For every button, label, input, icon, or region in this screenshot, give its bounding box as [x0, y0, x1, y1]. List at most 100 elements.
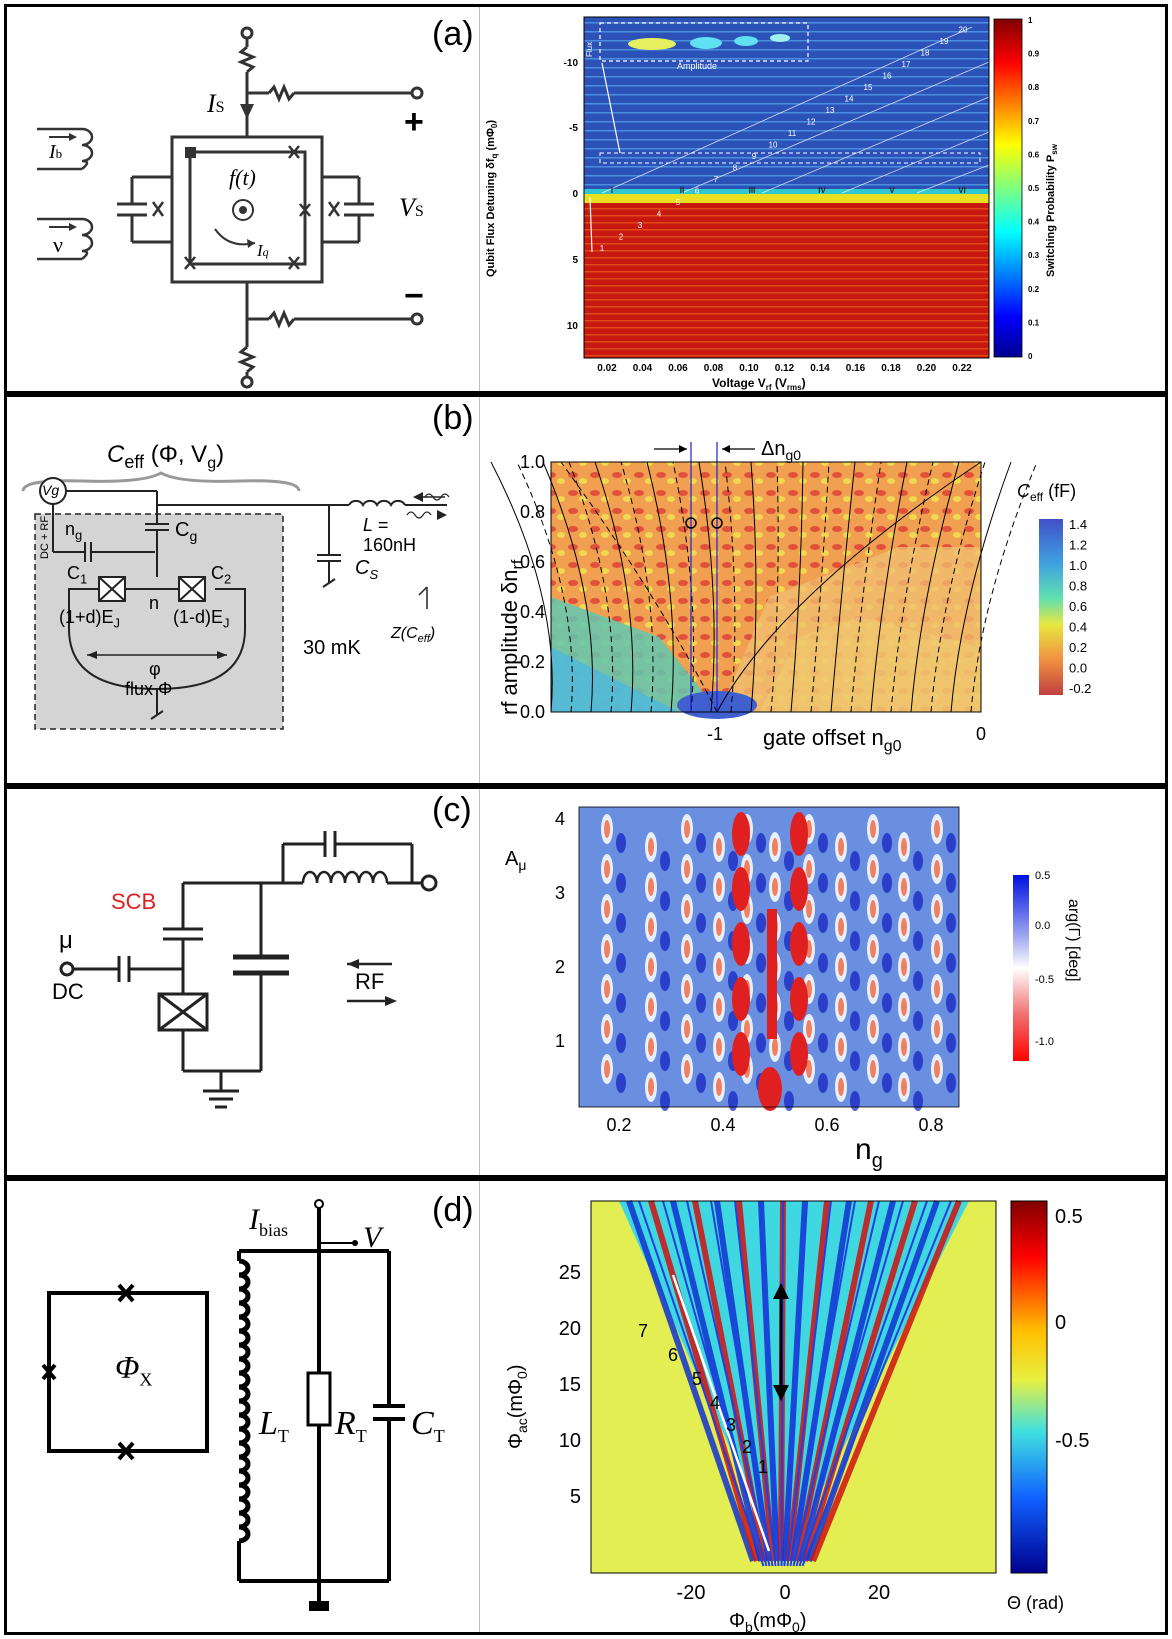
label-nu: ν — [53, 232, 63, 257]
c-blob — [850, 931, 860, 951]
heatmap-a: Flux Amplitude I II III IV V VI 1234567891011… — [564, 16, 1059, 391]
a-order-label: 11 — [788, 129, 797, 138]
label-is: IS — [207, 89, 225, 118]
a-xtick: 0.10 — [739, 363, 759, 374]
panel-a: (a) — [4, 4, 1168, 394]
d-fringe — [686, 1200, 771, 1567]
d-fringe — [806, 1199, 940, 1563]
d-fringe — [670, 1200, 764, 1562]
b-cbar-tick: -0.2 — [1069, 681, 1091, 696]
c-blob — [696, 1073, 706, 1093]
a-ytick: -5 — [569, 123, 578, 134]
c-blob — [838, 838, 844, 856]
a-cbar-tick: 0.5 — [1028, 184, 1040, 193]
c-blob — [870, 820, 876, 838]
c-blob — [838, 1078, 844, 1096]
b-c1: C1 — [67, 563, 88, 587]
c-blob — [716, 998, 722, 1016]
c-blob — [838, 958, 844, 976]
b-contour-line — [724, 461, 736, 713]
c-blob — [660, 931, 670, 951]
c-blob — [716, 878, 722, 896]
b-cbar-tick: 0.6 — [1069, 599, 1087, 614]
d-ylabel: Φac(mΦ0) — [505, 1364, 530, 1449]
c-blob — [660, 1091, 670, 1111]
c-blob — [604, 860, 610, 878]
c-blob — [850, 891, 860, 911]
c-blob — [616, 833, 626, 853]
b-contour-line — [620, 461, 654, 713]
b-xlabel: gate offset ng0 — [763, 725, 902, 755]
panel-label-a: (a) — [432, 15, 474, 53]
b-temp: 30 mK — [303, 637, 361, 659]
b-cbar-tick: 0.4 — [1069, 620, 1087, 635]
c-blob — [901, 958, 907, 976]
c-blob — [604, 1020, 610, 1038]
a-order-label: 18 — [921, 49, 930, 58]
b-contour-line — [698, 461, 715, 713]
c-blob — [882, 833, 892, 853]
b-contour-line — [890, 461, 934, 713]
c-ytick: 1 — [555, 1031, 565, 1051]
b-ej2: (1-d)EJ — [173, 607, 230, 631]
c-blob — [716, 958, 722, 976]
a-cbar-tick: 0.9 — [1028, 50, 1040, 59]
c-blob — [850, 1051, 860, 1071]
a-order-label: 6 — [695, 187, 700, 196]
b-contour-line — [594, 461, 634, 713]
label-ft: f(t) — [229, 165, 256, 190]
c-blob — [684, 1060, 690, 1078]
c-blob — [784, 1091, 794, 1111]
c-blob — [934, 980, 940, 998]
a-cbar-tick: 1 — [1028, 16, 1033, 25]
d-ytick: 15 — [559, 1374, 581, 1396]
a-xtick: 0.18 — [881, 363, 901, 374]
b-cs: CS — [355, 557, 379, 582]
c-blob — [648, 958, 654, 976]
c-blob — [882, 993, 892, 1013]
c-blob — [684, 860, 690, 878]
c-blob — [716, 1038, 722, 1056]
panel-b: (b) Ceff (Φ, Vg) — [4, 394, 1168, 786]
b-contour-line — [560, 461, 718, 713]
c-blob — [648, 838, 654, 856]
d-xtick: -20 — [677, 1582, 706, 1604]
a-xtick: 0.22 — [952, 363, 972, 374]
c-blob — [696, 1033, 706, 1053]
inset-amp-label: Amplitude — [677, 61, 717, 71]
a-order-label: 5 — [676, 198, 681, 207]
c-blob — [934, 1020, 940, 1038]
b-contour-line — [910, 461, 960, 713]
b-l: L = 160nH — [363, 515, 417, 555]
a-order-label: 3 — [638, 221, 643, 230]
c-blob — [728, 1091, 738, 1111]
c-blob — [732, 812, 750, 856]
d-order-label: 3 — [726, 1415, 736, 1435]
c-blob — [913, 851, 923, 871]
c-blob — [684, 1020, 690, 1038]
label-minus: − — [404, 277, 424, 315]
d-cbar-tick: 0 — [1055, 1312, 1066, 1334]
b-z: Z(Ceff) — [391, 625, 436, 646]
c-blob — [696, 833, 706, 853]
c-blob — [913, 1011, 923, 1031]
b-contour-line — [568, 461, 614, 713]
d-xlabel: Φb(mΦ0) — [729, 1610, 807, 1632]
c-blob — [870, 860, 876, 878]
c-ytick: 4 — [555, 809, 565, 829]
b-contour-line — [542, 461, 593, 713]
inset-flux-label: Flux — [585, 42, 594, 57]
c-blob — [818, 913, 828, 933]
panel-divider — [479, 7, 480, 391]
a-order-label: 8 — [733, 164, 738, 173]
c-blob — [756, 833, 766, 853]
b-ytick: 0.8 — [520, 502, 545, 522]
d-ct: CT — [411, 1405, 445, 1446]
c-blob — [901, 1078, 907, 1096]
b-contour-line — [646, 461, 674, 713]
panel-label-b: (b) — [432, 399, 474, 437]
c-blob — [913, 931, 923, 951]
c-blob — [934, 820, 940, 838]
b-phi: φ — [149, 659, 161, 679]
b-contour-line — [716, 461, 982, 713]
